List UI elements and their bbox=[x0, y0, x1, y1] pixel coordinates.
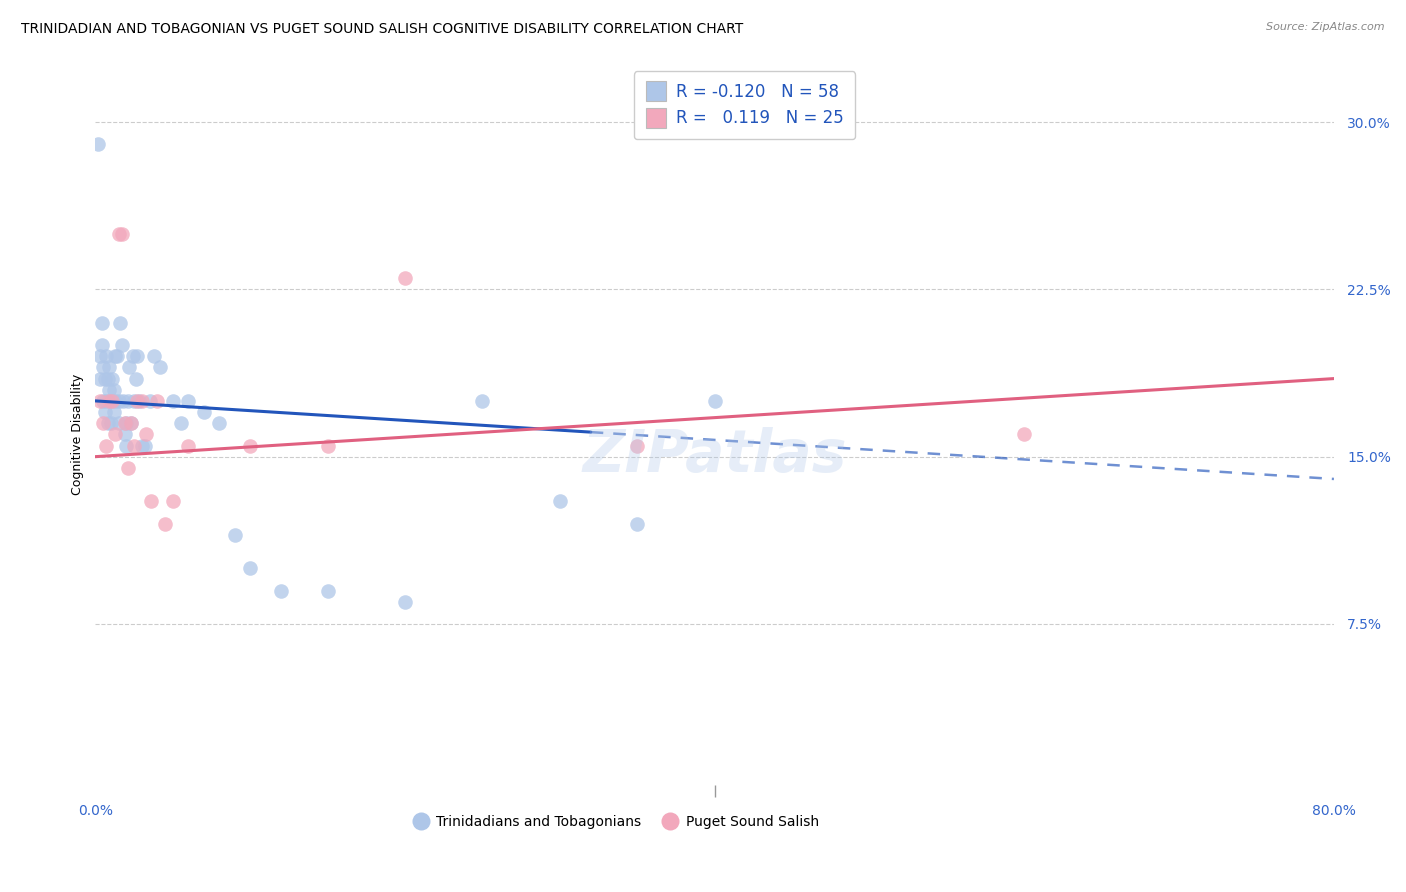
Point bbox=[122, 393, 145, 408]
Point bbox=[118, 360, 141, 375]
Point bbox=[120, 416, 142, 430]
Point bbox=[177, 393, 200, 408]
Point bbox=[107, 416, 129, 430]
Point bbox=[239, 438, 262, 452]
Point bbox=[626, 438, 648, 452]
Point bbox=[394, 271, 416, 285]
Point bbox=[127, 349, 149, 363]
Point bbox=[1014, 427, 1036, 442]
Point bbox=[103, 383, 125, 397]
Point bbox=[193, 405, 215, 419]
Point bbox=[105, 349, 128, 363]
Point bbox=[96, 438, 118, 452]
Point bbox=[117, 393, 139, 408]
Point bbox=[146, 393, 169, 408]
Point bbox=[96, 393, 118, 408]
Point bbox=[100, 416, 122, 430]
Point bbox=[93, 371, 115, 385]
Point bbox=[98, 393, 121, 408]
Point bbox=[107, 227, 129, 241]
Point bbox=[120, 416, 142, 430]
Point bbox=[115, 416, 138, 430]
Point bbox=[208, 416, 231, 430]
Point bbox=[93, 405, 115, 419]
Point bbox=[316, 438, 339, 452]
Text: Source: ZipAtlas.com: Source: ZipAtlas.com bbox=[1267, 22, 1385, 32]
Point bbox=[89, 371, 111, 385]
Point bbox=[103, 405, 125, 419]
Point bbox=[89, 349, 111, 363]
Legend: Trinidadians and Tobagonians, Puget Sound Salish: Trinidadians and Tobagonians, Puget Soun… bbox=[406, 809, 824, 834]
Point bbox=[121, 349, 143, 363]
Point bbox=[138, 393, 160, 408]
Point bbox=[703, 393, 725, 408]
Point bbox=[131, 393, 153, 408]
Point bbox=[91, 360, 114, 375]
Point bbox=[162, 393, 184, 408]
Point bbox=[98, 383, 121, 397]
Point bbox=[117, 460, 139, 475]
Point bbox=[548, 494, 571, 508]
Point bbox=[101, 393, 124, 408]
Point bbox=[89, 393, 111, 408]
Point bbox=[270, 583, 292, 598]
Point bbox=[114, 416, 136, 430]
Point bbox=[91, 416, 114, 430]
Point bbox=[98, 360, 121, 375]
Point bbox=[87, 137, 110, 152]
Point bbox=[111, 338, 134, 352]
Point bbox=[124, 371, 146, 385]
Point bbox=[162, 494, 184, 508]
Point bbox=[122, 438, 145, 452]
Point bbox=[135, 427, 157, 442]
Point bbox=[128, 393, 150, 408]
Point bbox=[224, 527, 246, 541]
Text: TRINIDADIAN AND TOBAGONIAN VS PUGET SOUND SALISH COGNITIVE DISABILITY CORRELATIO: TRINIDADIAN AND TOBAGONIAN VS PUGET SOUN… bbox=[21, 22, 744, 37]
Point bbox=[471, 393, 494, 408]
Point bbox=[131, 438, 153, 452]
Point bbox=[97, 416, 120, 430]
Point bbox=[394, 595, 416, 609]
Point bbox=[153, 516, 176, 531]
Point bbox=[96, 349, 118, 363]
Point bbox=[90, 316, 112, 330]
Point bbox=[169, 416, 191, 430]
Point bbox=[100, 393, 122, 408]
Point bbox=[626, 516, 648, 531]
Point bbox=[104, 393, 127, 408]
Point bbox=[134, 438, 156, 452]
Text: ZIPatlas: ZIPatlas bbox=[582, 427, 846, 484]
Y-axis label: Cognitive Disability: Cognitive Disability bbox=[72, 374, 84, 495]
Point bbox=[316, 583, 339, 598]
Point bbox=[115, 438, 138, 452]
Point bbox=[108, 316, 131, 330]
Point bbox=[143, 349, 166, 363]
Point bbox=[111, 227, 134, 241]
Point bbox=[112, 393, 135, 408]
Point bbox=[91, 393, 114, 408]
Point bbox=[177, 438, 200, 452]
Point bbox=[101, 371, 124, 385]
Point bbox=[127, 393, 149, 408]
Point bbox=[90, 338, 112, 352]
Point bbox=[107, 393, 129, 408]
Point bbox=[104, 427, 127, 442]
Point bbox=[97, 371, 120, 385]
Point bbox=[149, 360, 172, 375]
Point bbox=[114, 427, 136, 442]
Point bbox=[139, 494, 162, 508]
Point bbox=[104, 349, 127, 363]
Point bbox=[239, 561, 262, 575]
